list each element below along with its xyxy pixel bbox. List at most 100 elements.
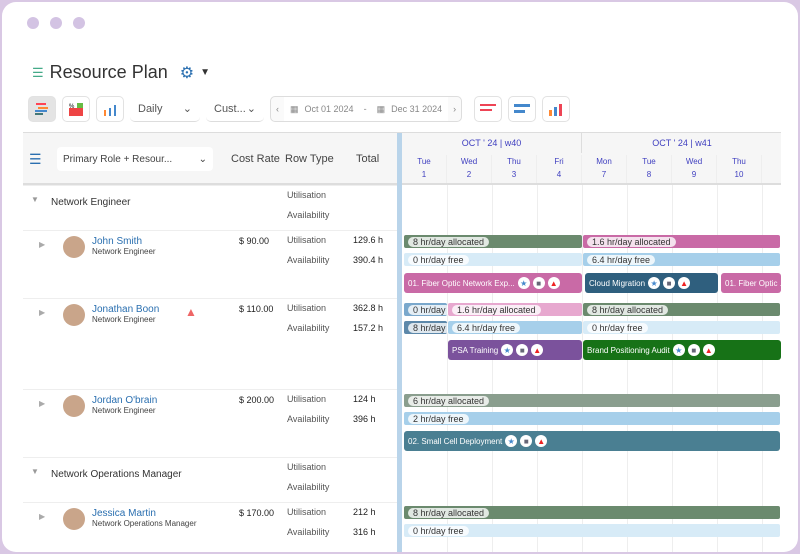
capacity-bar[interactable]: 6.4 hr/day free	[583, 253, 780, 266]
resource-name[interactable]: Jessica Martin	[92, 508, 156, 519]
warning-icon: ▲	[185, 305, 197, 319]
square-icon[interactable]: ■	[663, 277, 676, 289]
task-bar[interactable]: 02. Small Cell Deployment ★ ■ ▲	[404, 431, 780, 451]
day-gridline	[762, 185, 763, 552]
maximize-dot[interactable]	[73, 17, 85, 29]
task-bar[interactable]: 01. Fiber Optic ...★■▲	[721, 273, 781, 293]
capacity-bar[interactable]: 6.4 hr/day free	[448, 321, 582, 334]
row-settings-button[interactable]	[474, 96, 503, 122]
day-gridline	[447, 185, 448, 552]
calendar-icon[interactable]: ▦	[376, 103, 386, 114]
next-arrow-icon[interactable]: ›	[453, 104, 457, 114]
avail-total: 390.4 h	[353, 255, 384, 265]
day-gridline	[627, 185, 628, 552]
expand-caret-icon[interactable]: ▶	[39, 308, 46, 317]
grid-header-left: ☰ Primary Role + Resour... ⌄ Cost Rate Ro…	[23, 133, 397, 185]
capacity-bar[interactable]: 0 hr/day free	[404, 253, 582, 266]
expand-caret-icon[interactable]: ▶	[39, 399, 46, 408]
warning-icon[interactable]: ▲	[535, 435, 548, 447]
day-header: Fri 4	[537, 155, 582, 183]
star-icon[interactable]: ★	[501, 344, 514, 356]
avail-total: 316 h	[353, 527, 376, 537]
warning-icon[interactable]: ▲	[678, 277, 691, 289]
warning-icon[interactable]: ▲	[547, 277, 560, 289]
toolbar: % Daily ⌄ Cust... ⌄ ‹ ▦ Oct 01 2024- ▦ Dec 31…	[28, 96, 571, 122]
day-gridline	[492, 185, 493, 552]
capacity-bar[interactable]: 8 hr/day allocated	[583, 303, 780, 316]
task-bar[interactable]: Cloud Migration ★ ■ ▲	[585, 273, 718, 293]
heatmap-view-button[interactable]: %	[62, 96, 90, 122]
window-controls	[27, 17, 85, 29]
date-to[interactable]: Dec 31 2024	[391, 104, 443, 114]
resource-name[interactable]: Jordan O'brain	[92, 395, 158, 406]
expand-caret-icon[interactable]: ▶	[39, 512, 46, 521]
gantt-icon: ☰	[32, 64, 44, 80]
gantt-view-button[interactable]	[28, 96, 56, 122]
splitter[interactable]	[397, 133, 402, 552]
square-icon[interactable]: ■	[516, 344, 529, 356]
capacity-bar[interactable]: 8 hr/day allocated	[404, 235, 582, 248]
star-icon[interactable]: ★	[648, 277, 661, 289]
star-icon[interactable]: ★	[672, 344, 685, 356]
capacity-bar[interactable]: 0 hr/day free	[583, 321, 780, 334]
capacity-bar[interactable]: 2 hr/day free	[404, 412, 780, 425]
capacity-bar[interactable]: 6 hr/day allocated	[404, 394, 780, 407]
date-from[interactable]: Oct 01 2024	[304, 104, 354, 114]
util-total: 362.8 h	[353, 303, 384, 313]
resource-name[interactable]: John Smith	[92, 236, 143, 247]
capacity-bar[interactable]: 0 hr/day	[404, 303, 451, 316]
hours-chart-button[interactable]	[96, 96, 124, 122]
resource-name[interactable]: Jonathan Boon	[92, 304, 160, 315]
timeline-header: OCT ' 24 | w40 OCT ' 24 | w41 Tue 1 Wed 2 Th…	[402, 133, 781, 185]
kpi-button[interactable]	[542, 96, 571, 122]
util-total: 129.6 h	[353, 235, 384, 245]
task-bar[interactable]: 01. Fiber Optic Network Exp... ★ ■ ▲	[404, 273, 582, 293]
day-header: Wed 9	[672, 155, 717, 183]
square-icon[interactable]: ■	[532, 277, 545, 289]
gear-icon[interactable]: ⚙	[179, 64, 195, 82]
resource-grid: ☰ Primary Role + Resour... ⌄ Cost Rate Ro…	[23, 132, 781, 552]
cost-rate: $ 200.00	[239, 395, 275, 405]
group-select[interactable]: Primary Role + Resour... ⌄	[57, 147, 213, 171]
prev-arrow-icon[interactable]: ‹	[276, 104, 279, 114]
capacity-bar[interactable]: 1.6 hr/day allocated	[448, 303, 582, 316]
col-total[interactable]: Total	[356, 153, 380, 165]
bar-settings-button[interactable]	[508, 96, 537, 122]
day-header: Wed 2	[447, 155, 492, 183]
view-select[interactable]: Daily ⌄	[130, 96, 200, 122]
minimize-dot[interactable]	[50, 17, 62, 29]
cost-rate: $ 170.00	[239, 508, 275, 518]
calendar-icon[interactable]: ▦	[290, 103, 299, 114]
capacity-bar[interactable]: 1.6 hr/day allocated	[583, 235, 780, 248]
task-bar[interactable]: PSA Training ★ ■ ▲	[448, 340, 582, 360]
caret-down-icon[interactable]: ▼	[200, 67, 210, 78]
cost-rate: $ 90.00	[239, 236, 270, 246]
collapse-caret-icon[interactable]: ▼	[31, 467, 39, 476]
square-icon[interactable]: ■	[520, 435, 533, 447]
capacity-bar[interactable]: 8 hr/day allocated	[404, 506, 780, 519]
close-dot[interactable]	[27, 17, 39, 29]
day-gridline	[582, 185, 583, 552]
star-icon[interactable]: ★	[517, 277, 530, 289]
day-header: Mon 7	[582, 155, 627, 183]
day-header: Thu 10	[717, 155, 762, 183]
range-select[interactable]: Cust... ⌄	[206, 96, 264, 122]
col-row-type[interactable]: Row Type	[285, 153, 334, 165]
expand-collapse-icon[interactable]: ☰	[29, 151, 42, 167]
collapse-caret-icon[interactable]: ▼	[31, 195, 39, 204]
col-cost-rate[interactable]: Cost Rate	[231, 153, 280, 165]
star-icon[interactable]: ★	[505, 435, 518, 447]
chevron-down-icon: ⌄	[182, 103, 192, 115]
day-gridline	[717, 185, 718, 552]
avatar	[63, 395, 85, 417]
day-gridline	[537, 185, 538, 552]
warning-icon[interactable]: ▲	[702, 344, 715, 356]
capacity-bar[interactable]: 8 hr/day	[404, 321, 451, 334]
square-icon[interactable]: ■	[687, 344, 700, 356]
expand-caret-icon[interactable]: ▶	[39, 240, 46, 249]
capacity-bar[interactable]: 0 hr/day free	[404, 524, 780, 537]
warning-icon[interactable]: ▲	[531, 344, 544, 356]
date-range: ‹ ▦ Oct 01 2024- ▦ Dec 31 2024 ›	[270, 96, 463, 122]
task-bar[interactable]: Brand Positioning Audit ★ ■ ▲	[583, 340, 781, 360]
